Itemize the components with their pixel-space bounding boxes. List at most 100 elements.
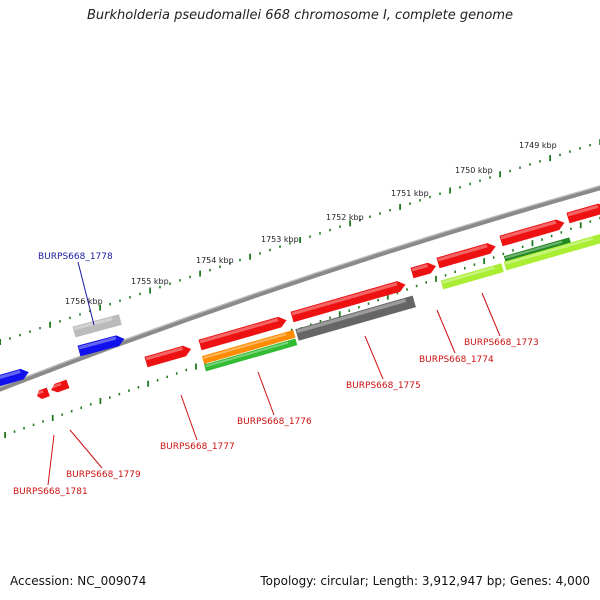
major-tick (4, 432, 6, 438)
major-tick (386, 293, 389, 300)
minor-tick (39, 326, 41, 330)
major-tick (531, 240, 534, 247)
gene-BURPS668_1778[interactable] (77, 334, 126, 357)
minor-tick (319, 320, 322, 323)
minor-tick (80, 406, 83, 409)
minor-tick (9, 337, 11, 340)
minor-tick (367, 302, 370, 305)
leader-line-BURPS668_1773 (481, 292, 501, 337)
gene-red-far-right[interactable] (566, 202, 600, 224)
gene-BURPS668_1774-red[interactable] (410, 261, 437, 279)
minor-tick (109, 302, 111, 306)
gene-label-BURPS668_1778[interactable]: BURPS668_1778 (38, 252, 113, 262)
minor-tick (209, 268, 211, 272)
major-tick (299, 237, 301, 243)
minor-tick (425, 281, 428, 284)
minor-tick (189, 275, 191, 279)
minor-tick (23, 427, 25, 430)
minor-tick (239, 258, 241, 262)
minor-tick (185, 368, 188, 372)
minor-tick (109, 396, 111, 399)
gene-BURPS668_1773-red[interactable] (436, 241, 497, 269)
minor-tick (309, 235, 311, 238)
gene-BURPS668_1776-red[interactable] (198, 315, 288, 351)
gene-label-BURPS668_1774[interactable]: BURPS668_1774 (419, 355, 494, 365)
genome-summary-text: Topology: circular; Length: 3,912,947 bp… (260, 574, 590, 588)
minor-tick (389, 208, 391, 212)
minor-tick (339, 225, 341, 228)
minor-tick (169, 282, 171, 285)
gene-red-right[interactable] (499, 218, 565, 247)
minor-tick (137, 386, 140, 389)
minor-tick (415, 284, 418, 288)
gene-BURPS668_1778-grey[interactable] (72, 314, 122, 338)
minor-tick (521, 245, 524, 248)
minor-tick (560, 231, 563, 234)
minor-tick (377, 298, 379, 302)
minor-tick (118, 392, 121, 396)
minor-tick (539, 160, 541, 163)
major-tick (483, 258, 486, 265)
gene-BURPS668_1775-red[interactable] (290, 279, 406, 323)
major-tick (399, 203, 401, 210)
minor-tick (59, 320, 61, 323)
minor-tick (69, 316, 71, 320)
minor-tick (469, 182, 471, 186)
major-tick (338, 311, 341, 318)
major-tick (579, 222, 582, 229)
minor-tick (519, 166, 521, 169)
minor-tick (129, 296, 131, 299)
gene-blue-left[interactable] (0, 367, 30, 387)
minor-tick (32, 423, 35, 427)
gene-label-BURPS668_1777[interactable]: BURPS668_1777 (160, 442, 235, 452)
gene-BURPS668_1773-lime[interactable] (440, 263, 504, 290)
major-tick (449, 187, 451, 194)
gene-BURPS668_1776-orange[interactable] (201, 329, 296, 364)
major-tick (0, 339, 1, 345)
gene-BURPS668_1775-grey[interactable] (295, 295, 416, 341)
gene-label-BURPS668_1776[interactable]: BURPS668_1776 (237, 417, 312, 427)
leader-line-BURPS668_1779 (69, 429, 103, 469)
gene-label-BURPS668_1781[interactable]: BURPS668_1781 (13, 487, 88, 497)
major-tick (549, 155, 551, 162)
gene-BURPS668_1781[interactable] (35, 387, 50, 401)
minor-tick (409, 202, 411, 205)
major-tick (349, 220, 351, 227)
minor-tick (489, 176, 491, 179)
scale-label-kbp-1754: 1754 kbp (196, 256, 234, 265)
major-tick (249, 253, 251, 260)
gene-lime-right[interactable] (503, 234, 600, 271)
minor-tick (463, 267, 466, 270)
scale-label-kbp-1755: 1755 kbp (131, 277, 169, 286)
minor-tick (479, 179, 481, 182)
gene-label-BURPS668_1773[interactable]: BURPS668_1773 (464, 338, 539, 348)
minor-tick (89, 403, 92, 406)
major-tick (199, 270, 201, 277)
leader-line-BURPS668_1778 (77, 261, 95, 326)
minor-tick (512, 249, 514, 252)
minor-tick (492, 256, 495, 259)
genome-title: Burkholderia pseudomallei 668 chromosome… (86, 8, 514, 23)
minor-tick (559, 153, 561, 157)
minor-tick (179, 279, 181, 282)
minor-tick (13, 430, 16, 433)
minor-tick (358, 305, 360, 309)
major-tick (195, 363, 197, 370)
accession-text: Accession: NC_009074 (10, 574, 147, 588)
gene-BURPS668_1776-green[interactable] (204, 338, 298, 372)
scale-label-kbp-1749: 1749 kbp (519, 141, 557, 150)
gene-label-BURPS668_1779[interactable]: BURPS668_1779 (66, 470, 141, 480)
leader-line-BURPS668_1774 (436, 309, 456, 354)
minor-tick (473, 263, 476, 266)
minor-tick (570, 227, 572, 231)
minor-tick (579, 147, 581, 150)
gene-label-BURPS668_1775[interactable]: BURPS668_1775 (346, 381, 421, 391)
minor-tick (419, 199, 421, 202)
scale-label-kbp-1753: 1753 kbp (261, 235, 299, 244)
minor-tick (329, 228, 331, 232)
minor-tick (589, 220, 592, 223)
gene-BURPS668_1777[interactable] (144, 344, 192, 368)
minor-tick (156, 379, 159, 382)
minor-tick (348, 309, 351, 312)
gene-BURPS668_1779[interactable] (49, 379, 70, 395)
